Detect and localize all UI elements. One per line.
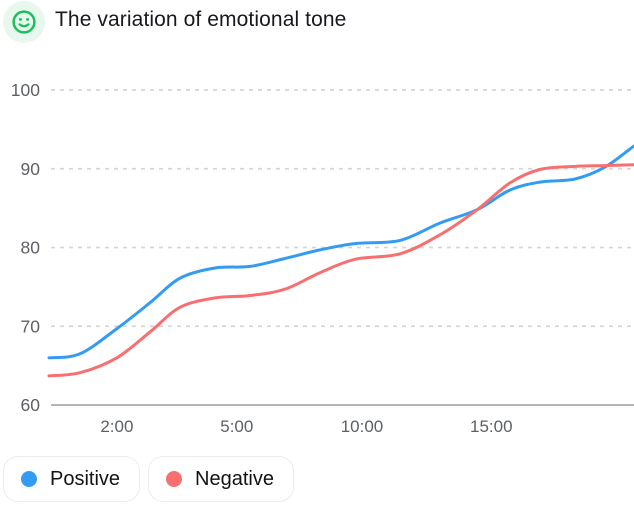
legend-item-negative[interactable]: Negative [148,456,294,502]
chart-legend: Positive Negative [3,456,294,502]
y-axis-tick-label: 90 [21,159,41,179]
legend-item-positive[interactable]: Positive [3,456,141,502]
negative-dot-icon [166,471,183,487]
line-chart-canvas: 100 90 80 70 60 2:00 5:00 10:00 15:00 [11,80,634,436]
legend-positive-label: Positive [50,467,121,490]
emotional-tone-chart: 100 90 80 70 60 2:00 5:00 10:00 15:00 [0,55,634,450]
series-line-negative [47,163,634,378]
y-axis-tick-label: 80 [21,238,41,258]
y-axis-tick-label: 60 [21,395,41,415]
positive-dot-icon [21,471,37,487]
x-axis-tick-label: 5:00 [220,417,253,436]
x-axis-tick-label: 15:00 [470,417,513,436]
y-axis-tick-label: 70 [21,316,41,336]
x-axis-tick-label: 10:00 [341,417,384,436]
x-axis-tick-label: 2:00 [100,417,133,436]
series-line-positive [47,144,634,360]
chart-header: The variation of emotional tone [0,0,634,46]
smiley-face-icon [12,10,36,34]
page-title: The variation of emotional tone [55,8,347,31]
legend-negative-label: Negative [195,467,274,490]
smiley-icon-bubble [3,1,45,43]
y-axis-tick-label: 100 [11,80,40,100]
